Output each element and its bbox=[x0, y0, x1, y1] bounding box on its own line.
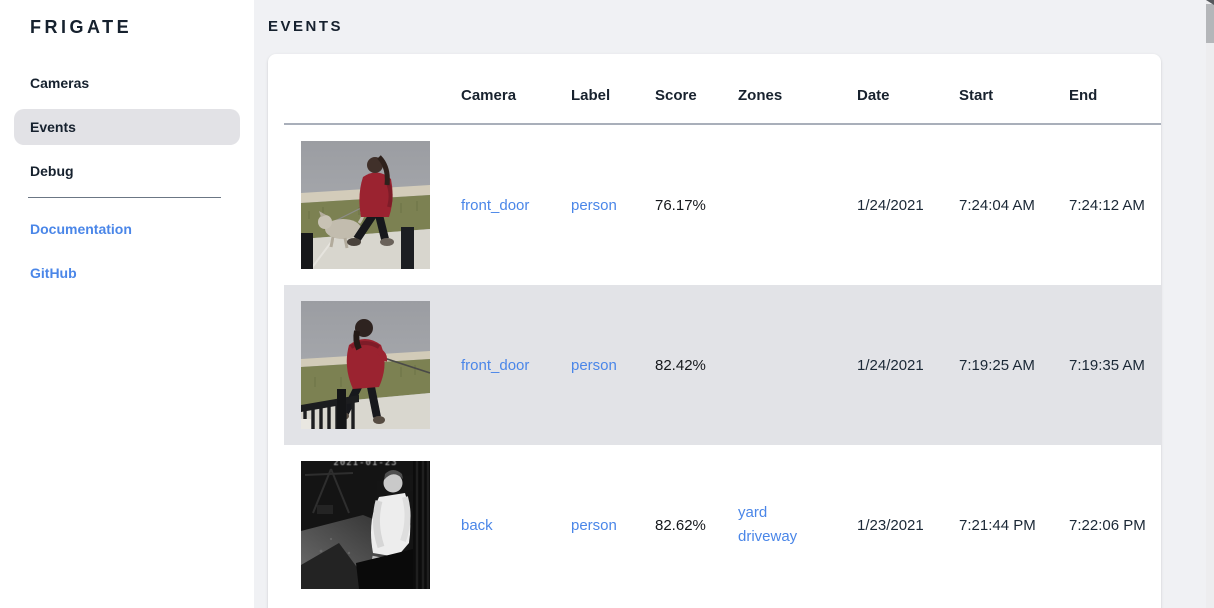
label-link[interactable]: person bbox=[571, 196, 617, 214]
event-thumbnail[interactable]: 2021-01-23 bbox=[301, 461, 430, 589]
zones-cell: yard driveway bbox=[738, 501, 857, 549]
sidebar-item-events[interactable]: Events bbox=[14, 109, 240, 145]
sidebar-link-documentation[interactable]: Documentation bbox=[30, 221, 132, 237]
events-card: Camera Label Score Zones Date Start End … bbox=[268, 54, 1161, 608]
sidebar-item-cameras[interactable]: Cameras bbox=[30, 75, 90, 91]
event-thumbnail-cell bbox=[284, 301, 461, 429]
date-value: 1/24/2021 bbox=[857, 356, 924, 374]
date-value: 1/23/2021 bbox=[857, 516, 924, 534]
start-value: 7:21:44 PM bbox=[959, 516, 1036, 534]
score-value: 82.42% bbox=[655, 356, 706, 374]
score-value: 82.62% bbox=[655, 516, 706, 534]
camera-snapshot-image bbox=[301, 301, 430, 429]
scrollbar-corner-icon bbox=[1206, 0, 1214, 5]
event-thumbnail-cell: 2021-01-23 bbox=[284, 461, 461, 589]
event-thumbnail[interactable] bbox=[301, 301, 430, 429]
sidebar-divider bbox=[28, 197, 221, 198]
label-link[interactable]: person bbox=[571, 516, 617, 534]
start-value: 7:24:04 AM bbox=[959, 196, 1035, 214]
vertical-scrollbar[interactable] bbox=[1206, 0, 1214, 608]
main-content: EVENTS Camera Label Score Zones Date Sta… bbox=[254, 0, 1214, 608]
column-header-score: Score bbox=[655, 87, 697, 104]
events-table-header: Camera Label Score Zones Date Start End bbox=[284, 54, 1161, 125]
events-table-body: front_door person 76.17% 1/24/2021 7:24:… bbox=[284, 125, 1161, 605]
event-thumbnail-cell bbox=[284, 141, 461, 269]
app-logo: FRIGATE bbox=[30, 17, 133, 37]
end-value: 7:24:12 AM bbox=[1069, 196, 1145, 214]
end-value: 7:19:35 AM bbox=[1069, 356, 1145, 374]
zone-link[interactable]: yard bbox=[738, 504, 768, 521]
column-header-zones: Zones bbox=[738, 87, 783, 104]
sidebar-item-debug[interactable]: Debug bbox=[30, 163, 74, 179]
camera-link[interactable]: front_door bbox=[461, 196, 530, 214]
event-row[interactable]: 2021-01-23 back person 82.62% yard drivew… bbox=[284, 445, 1161, 605]
start-value: 7:19:25 AM bbox=[959, 356, 1035, 374]
camera-link[interactable]: back bbox=[461, 516, 493, 534]
event-row[interactable]: front_door person 76.17% 1/24/2021 7:24:… bbox=[284, 125, 1161, 285]
sidebar-link-github[interactable]: GitHub bbox=[30, 265, 77, 281]
end-value: 7:22:06 PM bbox=[1069, 516, 1146, 534]
camera-link[interactable]: front_door bbox=[461, 356, 530, 374]
score-value: 76.17% bbox=[655, 196, 706, 214]
event-row[interactable]: front_door person 82.42% 1/24/2021 7:19:… bbox=[284, 285, 1161, 445]
camera-snapshot-image bbox=[301, 141, 430, 269]
column-header-label: Label bbox=[571, 87, 611, 104]
date-value: 1/24/2021 bbox=[857, 196, 924, 214]
label-link[interactable]: person bbox=[571, 356, 617, 374]
column-header-camera: Camera bbox=[461, 87, 517, 104]
column-header-thumbnail bbox=[284, 54, 461, 123]
sidebar-nav: Cameras Events Debug Documentation GitHu… bbox=[0, 65, 254, 291]
column-header-date: Date bbox=[857, 87, 890, 104]
camera-snapshot-image bbox=[301, 461, 430, 589]
zone-link[interactable]: driveway bbox=[738, 528, 798, 545]
column-header-end: End bbox=[1069, 87, 1098, 104]
event-thumbnail[interactable] bbox=[301, 141, 430, 269]
page-title: EVENTS bbox=[268, 18, 344, 35]
sidebar: FRIGATE Cameras Events Debug Documentati… bbox=[0, 0, 254, 608]
scrollbar-thumb[interactable] bbox=[1206, 4, 1214, 43]
column-header-start: Start bbox=[959, 87, 994, 104]
